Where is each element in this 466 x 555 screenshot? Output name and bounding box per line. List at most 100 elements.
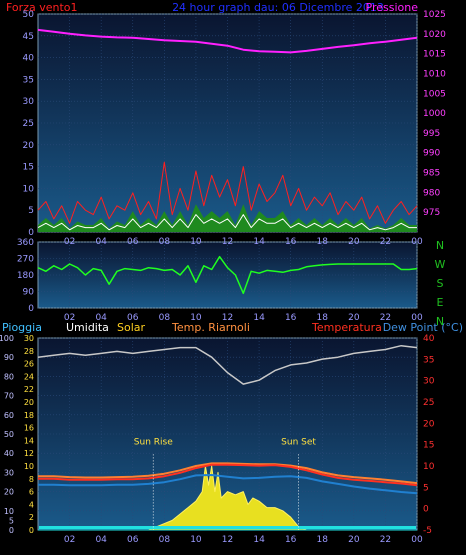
compass-label-W-1: W — [435, 258, 446, 271]
solar-tick-label-4: 4 — [29, 500, 34, 509]
solar-tick-label-14: 14 — [24, 436, 34, 445]
x-tick-label-14: 14 — [253, 535, 265, 545]
x-tick-label-20: 20 — [348, 313, 360, 323]
pressure-tick-label-995: 995 — [423, 129, 440, 139]
x-tick-label-16: 16 — [285, 535, 297, 545]
legend-solar: Solar — [117, 321, 146, 334]
wind-direction-line — [37, 255, 418, 295]
dewpoint-line — [38, 474, 418, 495]
humidity-tick-label-100: 100 — [0, 334, 14, 343]
wind-tick-label-40: 40 — [23, 54, 35, 64]
wind-average-line — [37, 214, 417, 231]
x-tick-label-04: 04 — [95, 535, 107, 545]
wind-tick-label-30: 30 — [23, 97, 35, 107]
temp-tick-label-15: 15 — [423, 441, 434, 451]
x-tick-label-02: 02 — [64, 535, 75, 545]
pressure-tick-label-1005: 1005 — [423, 89, 446, 99]
x-tick-label-18: 18 — [317, 313, 329, 323]
x-tick-label-06: 06 — [127, 313, 139, 323]
legend-dewpoint: Dew Point (°C) — [383, 321, 463, 334]
legend-riarmoli: Temp. Riarnoli — [171, 321, 250, 334]
x-tick-label-10: 10 — [190, 313, 202, 323]
x-tick-label-08: 08 — [159, 535, 171, 545]
solar-tick-label-20: 20 — [24, 398, 34, 407]
compass-label-N-0: N — [436, 239, 444, 252]
legend-umidita: Umidita — [66, 321, 109, 334]
wind-tick-label-5: 5 — [28, 206, 34, 216]
solar-tick-label-2: 2 — [29, 513, 34, 522]
wind-tick-label-25: 25 — [23, 119, 34, 129]
solar-tick-label-24: 24 — [24, 372, 34, 381]
x-tick-label-02: 02 — [64, 313, 75, 323]
x-tick-label-00: 00 — [411, 535, 423, 545]
pressure-tick-label-985: 985 — [423, 169, 440, 179]
header-right-title: Pressione — [366, 1, 419, 14]
solar-tick-label-6: 6 — [29, 488, 34, 497]
pressure-tick-label-1015: 1015 — [423, 50, 446, 60]
rain-bar — [39, 526, 416, 529]
temp-tick-label-0: 0 — [423, 505, 429, 515]
wind-tick-label-20: 20 — [23, 141, 35, 151]
solar-tick-label-16: 16 — [24, 424, 34, 433]
solar-tick-label-8: 8 — [29, 475, 34, 484]
x-tick-label-18: 18 — [317, 535, 329, 545]
wind-tick-label-45: 45 — [23, 32, 34, 42]
solar-tick-label-22: 22 — [24, 385, 34, 394]
chart-marks — [37, 28, 418, 531]
solar-tick-label-18: 18 — [24, 411, 34, 420]
wind-tick-label-15: 15 — [23, 163, 34, 173]
sunset-label: Sun Set — [281, 437, 316, 447]
wind-average-area — [38, 204, 417, 232]
temp-tick-label-35: 35 — [423, 355, 434, 365]
direction-tick-label-270: 270 — [17, 255, 34, 265]
temp-tick-label-25: 25 — [423, 398, 434, 408]
wind-tick-label-35: 35 — [23, 75, 34, 85]
humidity-tick-label-10: 10 — [4, 507, 14, 516]
x-tick-label-12: 12 — [222, 237, 233, 247]
pressure-tick-label-1025: 1025 — [423, 10, 446, 20]
x-tick-label-14: 14 — [253, 313, 265, 323]
wind-tick-label-0: 0 — [28, 228, 34, 238]
humidity-line — [37, 344, 418, 385]
humidity-tick-label-20: 20 — [4, 488, 14, 497]
legend-pioggia: Pioggia — [2, 321, 42, 334]
compass-label-S-2: S — [437, 277, 444, 290]
x-tick-label-12: 12 — [222, 313, 233, 323]
x-tick-label-18: 18 — [317, 237, 329, 247]
x-tick-label-08: 08 — [159, 237, 171, 247]
solar-tick-label-26: 26 — [24, 360, 34, 369]
pressure-tick-label-1020: 1020 — [423, 30, 446, 40]
x-tick-label-22: 22 — [380, 535, 391, 545]
solar-area — [38, 466, 417, 530]
humidity-tick-label-60: 60 — [4, 411, 14, 420]
x-tick-label-20: 20 — [348, 535, 360, 545]
temp-tick-label--5: -5 — [423, 526, 432, 536]
temp-riarmoli-line — [38, 462, 418, 485]
x-tick-label-12: 12 — [222, 535, 233, 545]
pressure-tick-label-1010: 1010 — [423, 69, 446, 79]
header-center-title: 24 hour graph dau: 06 Dicembre 2013 — [172, 1, 384, 14]
x-tick-label-10: 10 — [190, 237, 202, 247]
temperature-line — [38, 463, 418, 487]
x-tick-label-06: 06 — [127, 237, 139, 247]
humidity-tick-label-50: 50 — [4, 430, 14, 439]
direction-tick-label-180: 180 — [17, 271, 34, 281]
axis-labels: 02 04 06 08 10 12 14 16 18 20 22 000510152025303540… — [0, 10, 446, 545]
sunrise-label: Sun Rise — [134, 437, 173, 447]
x-tick-label-20: 20 — [348, 237, 360, 247]
temp-tick-label-40: 40 — [423, 334, 435, 344]
humidity-tick-label-5: 5 — [9, 516, 14, 525]
header-left-title: Forza vento1 — [6, 1, 78, 14]
temp-tick-label-30: 30 — [423, 377, 435, 387]
pressure-line — [37, 28, 418, 54]
humidity-tick-label-40: 40 — [4, 449, 14, 458]
pressure-tick-label-1000: 1000 — [423, 109, 446, 119]
solar-tick-label-12: 12 — [24, 449, 34, 458]
solar-tick-label-10: 10 — [24, 462, 34, 471]
solar-tick-label-0: 0 — [29, 526, 34, 535]
humidity-tick-label-70: 70 — [4, 392, 14, 401]
x-tick-label-08: 08 — [159, 313, 171, 323]
x-tick-label-00: 00 — [411, 237, 423, 247]
